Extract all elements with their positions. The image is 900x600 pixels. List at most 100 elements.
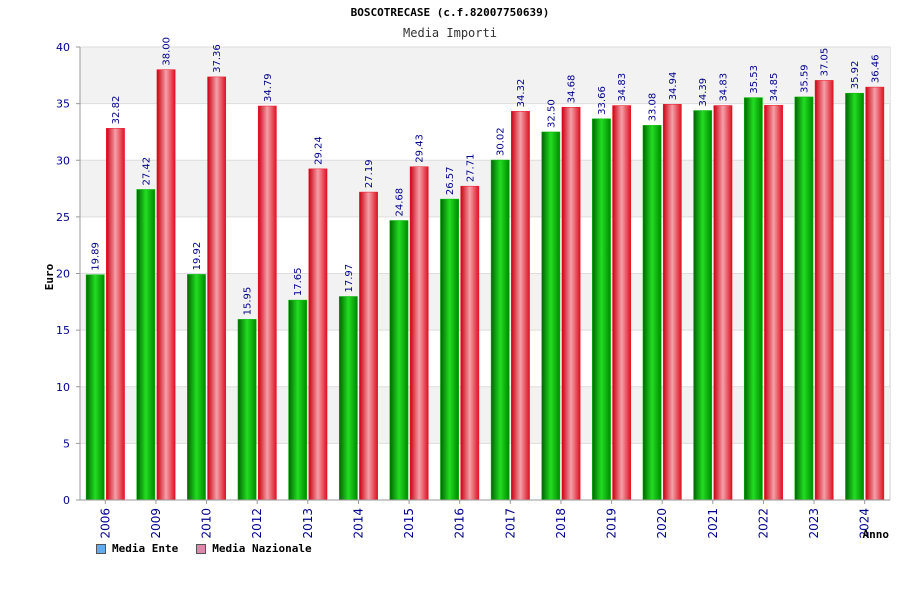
data-label: 15.95 [243,287,254,316]
data-label: 26.57 [445,166,456,195]
bar-media-ente [541,131,561,501]
bar-media-ente [288,299,308,501]
x-tick-label: 2017 [503,508,517,539]
x-tick-label: 2023 [807,508,821,539]
data-label: 29.43 [415,134,426,163]
data-label: 33.66 [597,86,608,115]
bar-media-ente [440,198,459,501]
bar-media-ente [389,220,409,501]
y-tick-label: 40 [56,41,70,54]
y-tick-label: 35 [56,98,70,111]
bar-media-nazionale [612,105,632,501]
data-label: 32.82 [111,96,122,125]
bar-media-nazionale [511,111,530,501]
bar-media-nazionale [156,69,176,501]
data-label: 32.50 [546,99,557,128]
y-tick-label: 20 [56,268,70,281]
data-label: 30.02 [496,127,507,156]
data-label: 34.83 [718,73,729,102]
legend-item-ente: Media Ente [96,542,178,555]
data-label: 19.89 [91,242,102,271]
bars [85,69,885,501]
legend: Media Ente Media Nazionale [96,542,312,555]
data-label: 27.71 [465,154,476,183]
bar-media-ente [642,125,662,501]
bar-media-nazionale [561,106,581,501]
bar-media-ente [592,118,611,501]
x-tick-label: 2021 [706,508,720,539]
bar-media-nazionale [460,185,480,501]
data-label: 34.83 [617,73,628,102]
legend-label-ente: Media Ente [112,542,179,555]
data-label: 17.65 [293,267,304,296]
bar-media-ente [136,189,156,501]
bar-media-ente [490,159,510,501]
x-tick-label: 2009 [149,508,163,539]
data-labels: 19.89 32.82 27.42 38.00 19.92 37.36 15.95 34.79… [91,37,882,315]
data-label: 34.85 [769,73,780,102]
y-tick-label: 10 [56,381,70,394]
y-axis-ticks: 0 5 10 15 20 25 30 35 40 [56,41,81,507]
x-tick-label: 2014 [351,508,365,539]
bar-media-nazionale [207,76,227,501]
bar-media-nazionale [713,105,733,501]
x-tick-label: 2016 [453,508,467,539]
data-label: 17.97 [344,264,355,293]
x-tick-label: 2012 [250,508,264,539]
data-label: 27.42 [141,157,152,186]
y-tick-label: 5 [63,437,70,450]
bar-media-nazionale [257,105,277,501]
y-axis-label: Euro [43,263,56,290]
bar-media-ente [743,97,763,501]
data-label: 35.92 [850,61,861,90]
data-label: 35.59 [799,64,810,93]
x-tick-label: 2006 [98,508,112,539]
bar-media-ente [237,319,257,501]
data-label: 19.92 [192,242,203,271]
bar-media-ente [794,96,814,501]
bar-media-nazionale [764,105,783,501]
x-tick-label: 2020 [655,508,669,539]
bar-media-ente [85,274,105,501]
data-label: 34.32 [516,79,527,108]
bar-media-nazionale [308,168,328,501]
x-tick-label: 2019 [605,508,619,539]
data-label: 36.46 [870,54,881,83]
legend-swatch-ente [96,543,106,554]
bar-media-nazionale [865,86,885,501]
bar-media-nazionale [814,80,834,501]
bar-media-nazionale [359,191,378,501]
data-label: 38.00 [162,37,173,66]
data-label: 34.79 [263,73,274,102]
data-label: 27.19 [364,159,375,188]
legend-label-nazionale: Media Nazionale [212,542,312,555]
y-tick-label: 30 [56,154,70,167]
data-label: 34.94 [668,72,679,101]
x-axis-label: Anno [863,528,890,541]
bar-media-ente [845,92,864,501]
data-label: 34.39 [698,78,709,107]
legend-swatch-nazionale [196,543,207,554]
x-tick-label: 2018 [554,508,568,539]
bar-media-ente [338,296,358,501]
data-label: 34.68 [567,75,578,104]
data-label: 37.36 [212,44,223,73]
y-tick-label: 25 [56,211,70,224]
bar-media-ente [693,110,713,501]
data-label: 29.24 [313,136,324,165]
x-tick-label: 2013 [301,508,315,539]
chart-title: BOSCOTRECASE (c.f.82007750639) [351,6,550,19]
bar-media-nazionale [409,166,429,501]
data-label: 35.53 [749,65,760,94]
data-label: 33.08 [648,93,659,122]
data-label: 37.05 [820,48,831,77]
data-label: 24.68 [394,188,405,217]
x-tick-label: 2022 [756,508,770,539]
chart-subtitle: Media Importi [403,26,497,40]
y-tick-label: 0 [63,494,70,507]
x-tick-label: 2024 [858,508,872,539]
bar-media-nazionale [106,128,125,501]
y-tick-label: 15 [56,324,70,337]
x-tick-label: 2015 [402,508,416,539]
